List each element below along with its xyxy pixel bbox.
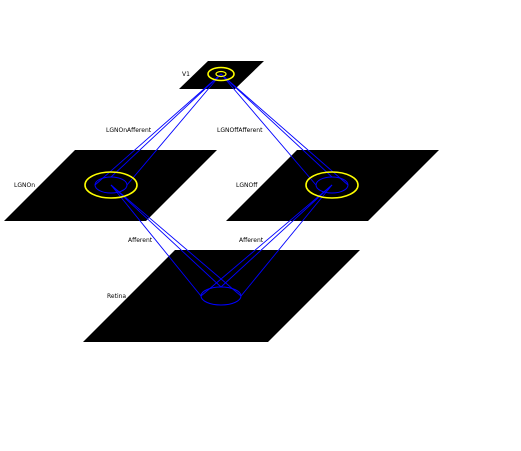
on-afferent-label: Afferent [128,237,153,244]
lgn-off-afferent-label: LGNOffAfferent [217,127,263,134]
lgn-on-afferent-label: LGNOnAfferent [106,127,152,134]
lgn-on-sheet [4,150,217,221]
lgn-off-afferent-projection-lines [220,73,349,186]
v1-receptive-field-outer [207,66,235,82]
off-afferent-projection-lines [200,184,333,297]
lgn-on-sheet-label: LGNOn [14,182,35,189]
on-afferent-projection-lines [110,184,242,297]
retina-sheet [83,250,360,342]
lgn-off-sheet-label: LGNOff [236,182,258,189]
lgn-off-sheet [226,150,439,221]
v1-sheet-label: V1 [182,71,190,78]
retina-sheet-label: Retina [107,293,126,300]
lgn-on-afferent-projection-lines [94,73,222,186]
off-afferent-label: Afferent [239,237,264,244]
v1-receptive-field-inner [215,70,227,78]
lgn-off-receptive-field [305,171,359,199]
lgn-on-receptive-field [84,171,138,199]
